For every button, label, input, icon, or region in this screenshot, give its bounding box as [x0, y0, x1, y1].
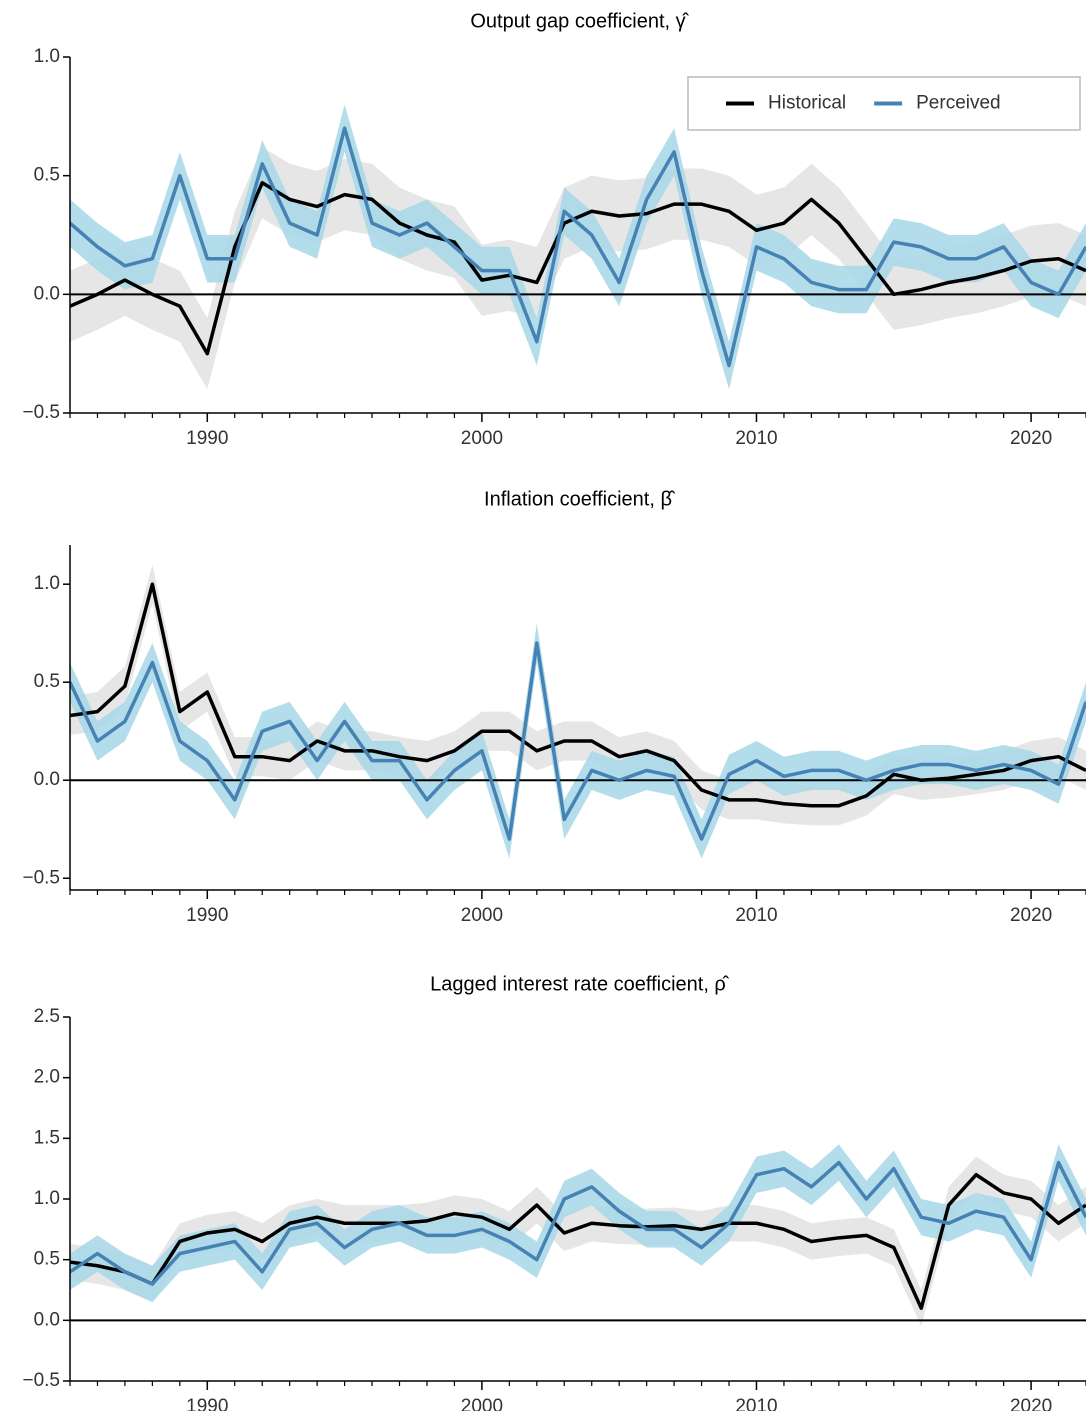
series-line — [70, 641, 1086, 841]
y-tick-label: −0.5 — [22, 402, 60, 423]
series-line — [70, 1160, 1086, 1286]
y-tick-label: 0.5 — [34, 1249, 60, 1270]
plot-area — [70, 1144, 1086, 1327]
band — [70, 623, 1086, 859]
y-tick-label: 1.0 — [34, 573, 60, 594]
y-tick-label: 0.0 — [34, 769, 60, 790]
panel: Inflation coefficient, β̂ −0.5 0.0 0.5 1.0 19… — [22, 488, 1086, 926]
x-tick-label: 2020 — [1010, 905, 1052, 926]
x-tick-label: 2010 — [735, 428, 777, 449]
x-tick-label: 2020 — [1010, 428, 1052, 449]
y-tick-label: 1.0 — [34, 1188, 60, 1209]
y-tick-label: 0.0 — [34, 283, 60, 304]
series-line — [70, 126, 1086, 368]
band — [70, 104, 1086, 390]
x-tick-label: 2000 — [461, 905, 503, 926]
y-tick-label: 2.5 — [34, 1006, 60, 1027]
panel-title: Lagged interest rate coefficient, ρ̂ — [430, 973, 730, 995]
legend-label: Historical — [768, 93, 846, 114]
panel: Lagged interest rate coefficient, ρ̂ −0.5… — [22, 973, 1086, 1411]
panel: Output gap coefficient, γ̂ −0.5 0.0 0.5 1.0 1… — [22, 10, 1086, 449]
x-tick-label: 2000 — [461, 428, 503, 449]
y-tick-label: 1.0 — [34, 46, 60, 67]
x-tick-label: 1990 — [186, 1396, 228, 1411]
x-tick-label: 2000 — [461, 1396, 503, 1411]
series-line — [70, 582, 1086, 808]
y-tick-label: −0.5 — [22, 867, 60, 888]
y-tick-label: 1.5 — [34, 1127, 60, 1148]
y-tick-label: 2.0 — [34, 1067, 60, 1088]
legend-label: Perceived — [916, 93, 1001, 114]
y-tick-label: 0.5 — [34, 671, 60, 692]
x-tick-label: 1990 — [186, 428, 228, 449]
band — [70, 1144, 1086, 1303]
panel-title: Inflation coefficient, β̂ — [484, 488, 676, 510]
series-line — [70, 181, 1086, 356]
series-line — [70, 1172, 1086, 1310]
panel-title: Output gap coefficient, γ̂ — [470, 10, 689, 32]
y-tick-label: 0.0 — [34, 1309, 60, 1330]
x-tick-label: 2010 — [735, 905, 777, 926]
y-tick-label: −0.5 — [22, 1370, 60, 1391]
x-tick-label: 1990 — [186, 905, 228, 926]
legend: Historical Perceived — [687, 76, 1081, 131]
y-tick-label: 0.5 — [34, 165, 60, 186]
x-tick-label: 2020 — [1010, 1396, 1052, 1411]
plot-area — [70, 564, 1086, 859]
plot-area — [70, 104, 1086, 390]
x-tick-label: 2010 — [735, 1396, 777, 1411]
band — [70, 1156, 1086, 1327]
